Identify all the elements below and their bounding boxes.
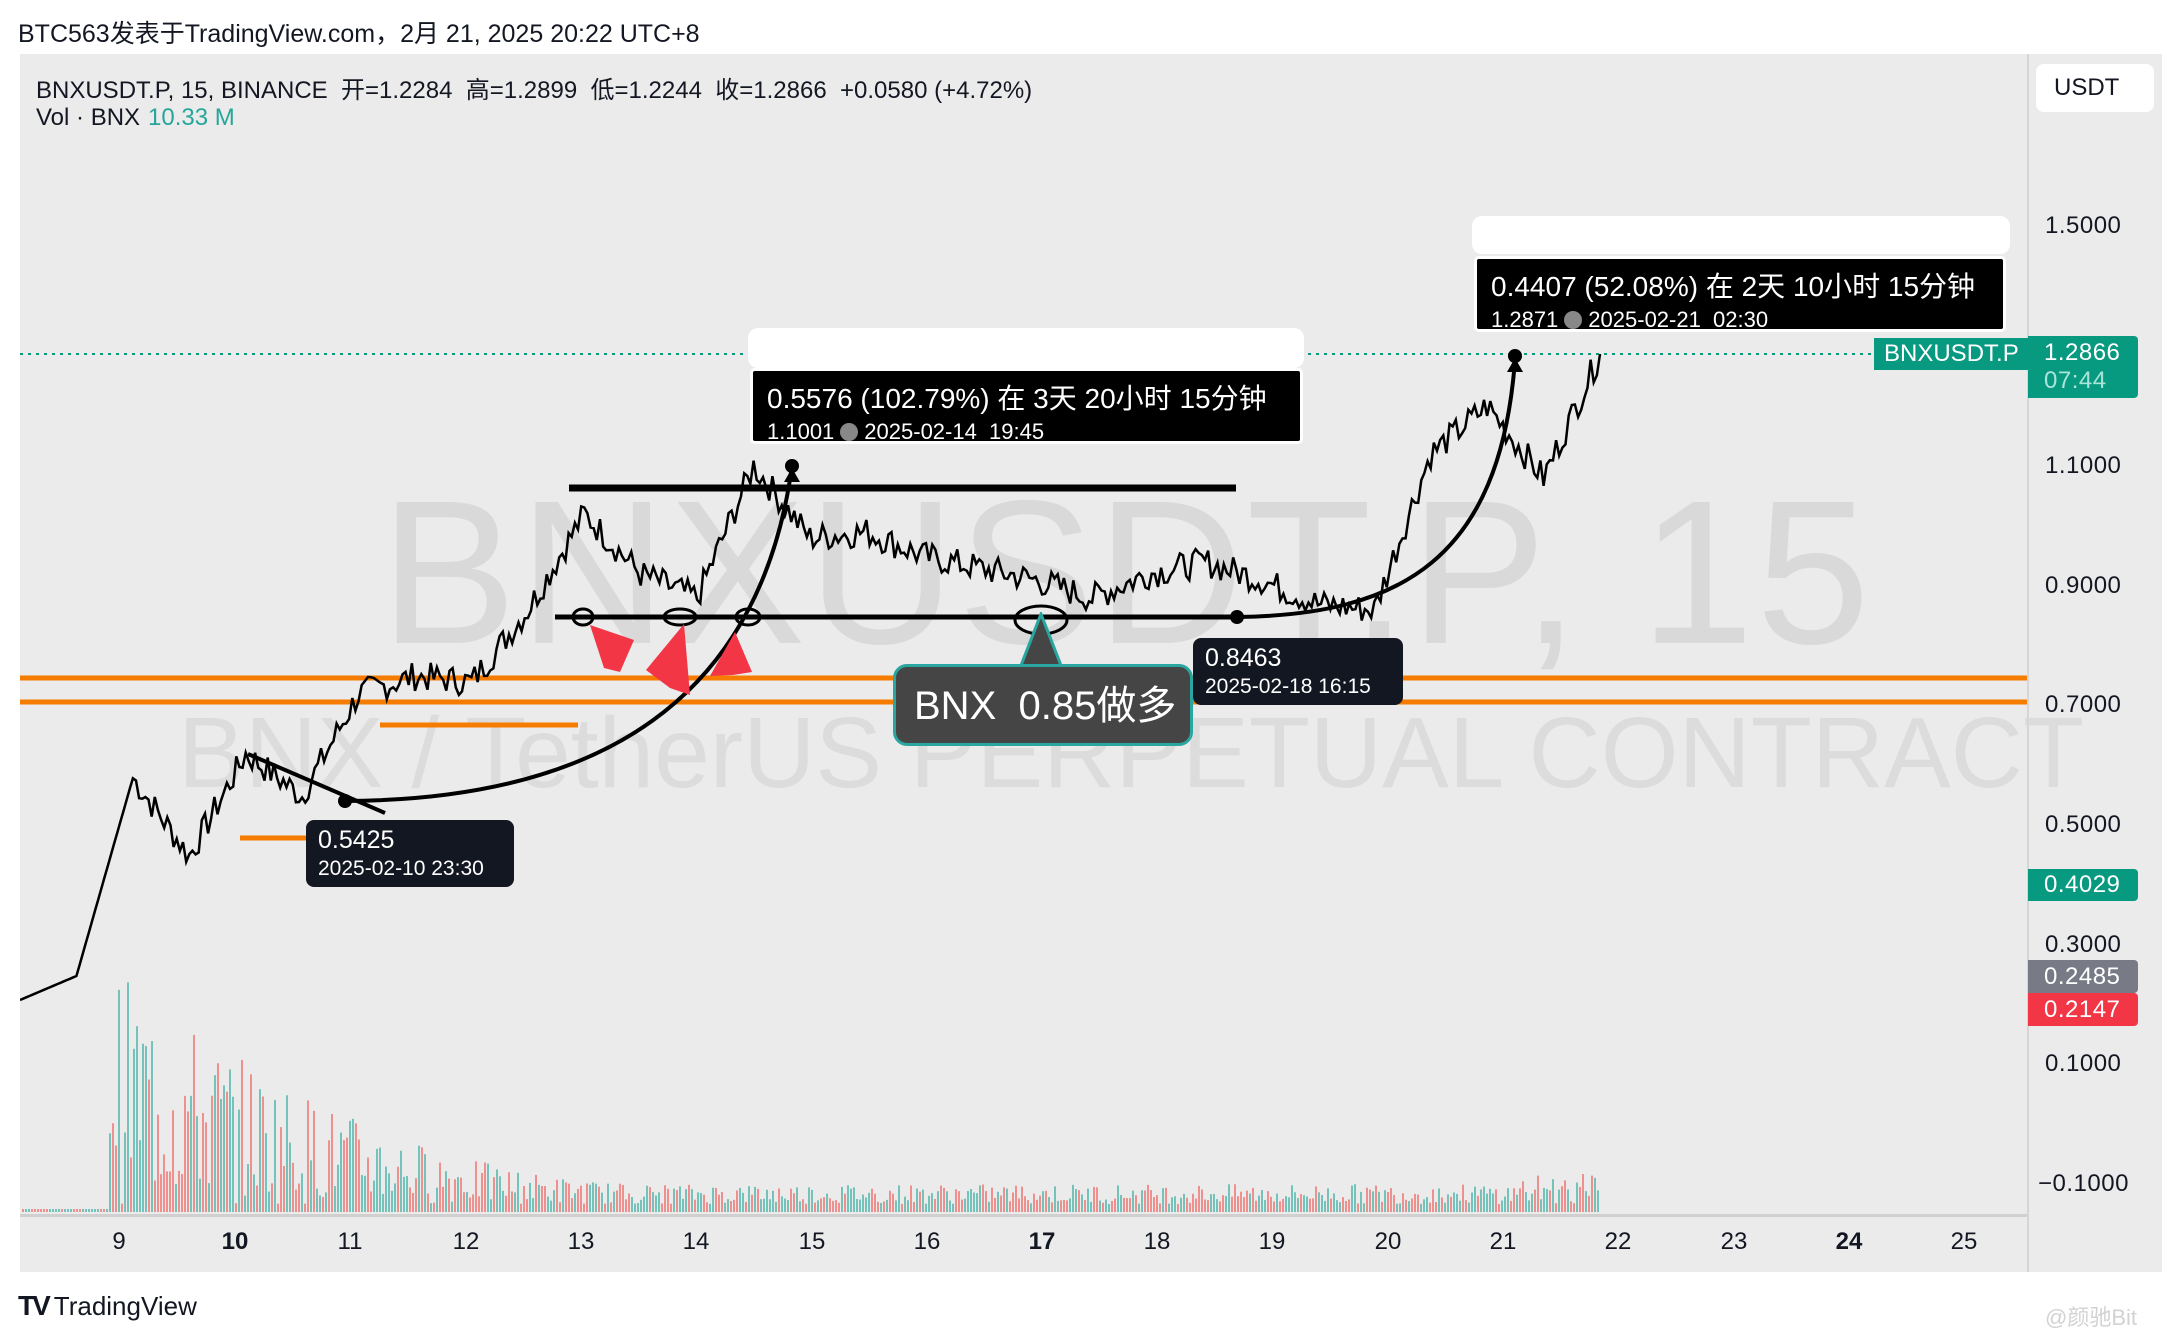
time-tick: 21 <box>1489 1228 1517 1255</box>
red-arrow-3 <box>710 632 752 676</box>
price-tick: 0.9000 <box>2045 572 2122 599</box>
point-tooltip-2[interactable]: 0.8463 2025-02-18 16:15 <box>1193 638 1403 705</box>
price-tick: −0.1000 <box>2038 1170 2129 1197</box>
tradingview-logo-icon: TV <box>18 1290 51 1321</box>
tradingview-logo[interactable]: TV TradingView <box>18 1290 197 1322</box>
price-tick: 0.5000 <box>2045 811 2122 838</box>
arc-1 <box>344 465 794 803</box>
clock-icon <box>840 423 859 441</box>
time-tick: 20 <box>1374 1228 1402 1255</box>
last-price-symbol-tag: BNXUSDT.P <box>1874 338 2029 370</box>
time-axis-separator <box>20 1214 2027 1217</box>
last-price-tag: 1.2866 07:44 <box>2028 336 2138 398</box>
arc-2 <box>1236 359 1517 619</box>
price-tick: 0.7000 <box>2045 691 2122 718</box>
point-datetime-2: 2025-02-18 16:15 <box>1205 675 1371 698</box>
time-tick: 25 <box>1950 1228 1978 1255</box>
measure-tooltip-2[interactable]: 0.4407 (52.08%) 在 2天 10小时 15分钟 1.2871 202… <box>1474 256 2006 332</box>
time-tick: 14 <box>682 1228 710 1255</box>
long-entry-callout[interactable]: BNX 0.85做多 <box>893 664 1193 746</box>
tradingview-brand: TradingView <box>53 1290 197 1321</box>
author-watermark: @颜驰Bit <box>2045 1305 2138 1330</box>
volume-value: 10.33 M <box>148 104 235 131</box>
price-tick: 1.5000 <box>2045 212 2122 239</box>
measure-price-2: 1.2871 <box>1491 307 1559 332</box>
point-price-1: 0.5425 <box>318 826 395 854</box>
red-arrow-2 <box>646 624 690 695</box>
time-tick: 19 <box>1258 1228 1286 1255</box>
measure-change-1: 0.5576 (102.79%) 在 3天 20小时 15分钟 <box>767 383 1267 414</box>
trendline <box>247 752 386 815</box>
bar-countdown: 07:44 <box>2044 367 2107 394</box>
price-tick: 0.3000 <box>2045 931 2122 958</box>
measure-bg-2 <box>1472 216 2010 254</box>
volume-legend[interactable]: Vol · BNX 10.33 M <box>36 104 235 132</box>
point-marker-1 <box>338 794 352 808</box>
time-tick: 16 <box>913 1228 941 1255</box>
measure-end-2 <box>1508 349 1522 363</box>
time-tick: 17 <box>1028 1228 1056 1255</box>
volume-label: Vol · BNX <box>36 104 141 131</box>
time-tick: 11 <box>337 1228 363 1255</box>
measure-tooltip-1[interactable]: 0.5576 (102.79%) 在 3天 20小时 15分钟 1.1001 20… <box>750 368 1303 444</box>
time-tick: 18 <box>1143 1228 1171 1255</box>
price-tag-gray: 0.2485 <box>2028 960 2138 993</box>
red-arrow-1 <box>590 625 634 672</box>
currency-button[interactable]: USDT <box>2036 64 2154 112</box>
point-marker-2 <box>1230 610 1244 624</box>
measure-change-2: 0.4407 (52.08%) 在 2天 10小时 15分钟 <box>1491 271 1976 302</box>
callout-pointer <box>1017 612 1065 670</box>
measure-price-1: 1.1001 <box>767 419 835 444</box>
time-tick: 12 <box>452 1228 480 1255</box>
price-axis-separator <box>2027 54 2029 1272</box>
price-tag-red: 0.2147 <box>2028 993 2138 1026</box>
time-tick: 22 <box>1604 1228 1632 1255</box>
measure-end-1 <box>785 459 799 473</box>
measure-bg-1 <box>748 328 1304 368</box>
point-datetime-1: 2025-02-10 23:30 <box>318 857 484 880</box>
symbol-legend[interactable]: BNXUSDT.P, 15, BINANCE 开=1.2284 高=1.2899… <box>36 77 1033 104</box>
volume-bars <box>22 982 1599 1212</box>
time-tick: 9 <box>112 1228 126 1255</box>
price-tick: 0.1000 <box>2045 1050 2122 1077</box>
price-tick: 1.1000 <box>2045 452 2122 479</box>
time-tick: 23 <box>1720 1228 1748 1255</box>
measure-datetime-2: 2025-02-21 02:30 <box>1588 307 1769 332</box>
last-price-value: 1.2866 <box>2044 339 2121 366</box>
point-price-2: 0.8463 <box>1205 644 1282 672</box>
publish-info: BTC563发表于TradingView.com，2月 21, 2025 20:… <box>18 20 700 48</box>
price-tag-green: 0.4029 <box>2028 869 2138 901</box>
clock-icon <box>1564 311 1583 329</box>
measure-datetime-1: 2025-02-14 19:45 <box>864 419 1045 444</box>
time-tick: 10 <box>221 1228 249 1255</box>
point-tooltip-1[interactable]: 0.5425 2025-02-10 23:30 <box>306 820 514 887</box>
time-tick: 15 <box>798 1228 826 1255</box>
time-tick: 13 <box>567 1228 595 1255</box>
time-tick: 24 <box>1835 1228 1863 1255</box>
